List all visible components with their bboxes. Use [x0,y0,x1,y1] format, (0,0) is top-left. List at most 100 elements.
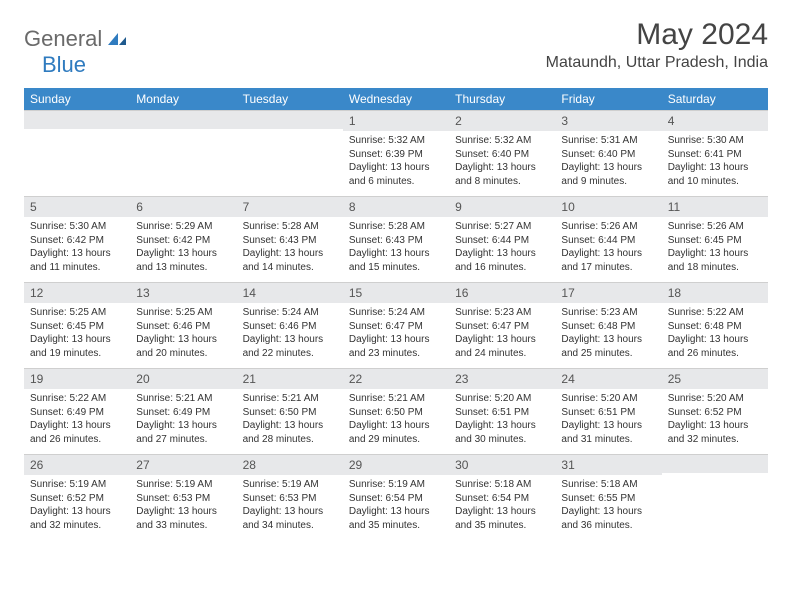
logo: General [24,18,132,52]
title-block: May 2024 Mataundh, Uttar Pradesh, India [546,18,768,72]
sunrise-line: Sunrise: 5:23 AM [455,306,549,320]
sunrise-line: Sunrise: 5:20 AM [455,392,549,406]
sunset-line: Sunset: 6:50 PM [243,406,337,420]
header-thursday: Thursday [449,88,555,111]
header-saturday: Saturday [662,88,768,111]
month-title: May 2024 [546,18,768,52]
sunrise-line: Sunrise: 5:22 AM [30,392,124,406]
day-number: 18 [662,283,768,303]
daylight-line: Daylight: 13 hours and 17 minutes. [561,247,655,274]
calendar-cell: 21Sunrise: 5:21 AMSunset: 6:50 PMDayligh… [237,369,343,455]
day-number: 1 [343,111,449,131]
daylight-line: Daylight: 13 hours and 34 minutes. [243,505,337,532]
daylight-line: Daylight: 13 hours and 20 minutes. [136,333,230,360]
sunset-line: Sunset: 6:39 PM [349,148,443,162]
header-friday: Friday [555,88,661,111]
day-number: 21 [237,369,343,389]
day-number: 20 [130,369,236,389]
calendar-cell: 7Sunrise: 5:28 AMSunset: 6:43 PMDaylight… [237,197,343,283]
calendar-cell: 31Sunrise: 5:18 AMSunset: 6:55 PMDayligh… [555,455,661,541]
calendar-cell: 19Sunrise: 5:22 AMSunset: 6:49 PMDayligh… [24,369,130,455]
sunset-line: Sunset: 6:47 PM [455,320,549,334]
sunset-line: Sunset: 6:53 PM [243,492,337,506]
daylight-line: Daylight: 13 hours and 23 minutes. [349,333,443,360]
day-number: 29 [343,455,449,475]
calendar-cell [24,111,130,197]
calendar-cell: 26Sunrise: 5:19 AMSunset: 6:52 PMDayligh… [24,455,130,541]
day-number: 6 [130,197,236,217]
sunrise-line: Sunrise: 5:30 AM [30,220,124,234]
sunset-line: Sunset: 6:42 PM [136,234,230,248]
calendar-cell: 15Sunrise: 5:24 AMSunset: 6:47 PMDayligh… [343,283,449,369]
daylight-line: Daylight: 13 hours and 28 minutes. [243,419,337,446]
day-number: 9 [449,197,555,217]
header-sunday: Sunday [24,88,130,111]
sunrise-line: Sunrise: 5:31 AM [561,134,655,148]
daylight-line: Daylight: 13 hours and 10 minutes. [668,161,762,188]
daylight-line: Daylight: 13 hours and 24 minutes. [455,333,549,360]
day-number: 23 [449,369,555,389]
sunrise-line: Sunrise: 5:28 AM [243,220,337,234]
daylight-line: Daylight: 13 hours and 25 minutes. [561,333,655,360]
sunset-line: Sunset: 6:54 PM [349,492,443,506]
daylight-line: Daylight: 13 hours and 26 minutes. [30,419,124,446]
daylight-line: Daylight: 13 hours and 32 minutes. [668,419,762,446]
daylight-line: Daylight: 13 hours and 16 minutes. [455,247,549,274]
daylight-line: Daylight: 13 hours and 27 minutes. [136,419,230,446]
calendar-cell: 24 Sunrise: 5:20 AMSunset: 6:51 PMDayligh… [555,369,661,455]
sunrise-line: Sunrise: 5:26 AM [668,220,762,234]
daylight-line: Daylight: 13 hours and 35 minutes. [349,505,443,532]
sunset-line: Sunset: 6:44 PM [561,234,655,248]
calendar-cell [237,111,343,197]
calendar-week: 12Sunrise: 5:25 AMSunset: 6:45 PMDayligh… [24,283,768,369]
sunset-line: Sunset: 6:51 PM [561,406,655,420]
day-number: 30 [449,455,555,475]
calendar-cell: 13Sunrise: 5:25 AMSunset: 6:46 PMDayligh… [130,283,236,369]
header-tuesday: Tuesday [237,88,343,111]
day-number: 11 [662,197,768,217]
day-number: 24 [555,369,661,389]
daylight-line: Daylight: 13 hours and 31 minutes. [561,419,655,446]
daylight-line: Daylight: 13 hours and 11 minutes. [30,247,124,274]
sunset-line: Sunset: 6:41 PM [668,148,762,162]
daylight-line: Daylight: 13 hours and 6 minutes. [349,161,443,188]
calendar-cell: 6Sunrise: 5:29 AMSunset: 6:42 PMDaylight… [130,197,236,283]
calendar-cell: 30Sunrise: 5:18 AMSunset: 6:54 PMDayligh… [449,455,555,541]
day-number: 19 [24,369,130,389]
sunrise-line: Sunrise: 5:25 AM [136,306,230,320]
sunrise-line: Sunrise: 5:23 AM [561,306,655,320]
header-monday: Monday [130,88,236,111]
empty-day [662,455,768,473]
sunrise-line: Sunrise: 5:20 AM [561,392,655,406]
day-number: 2 [449,111,555,131]
day-number: 4 [662,111,768,131]
day-number: 31 [555,455,661,475]
day-number: 14 [237,283,343,303]
daylight-line: Daylight: 13 hours and 32 minutes. [30,505,124,532]
daylight-line: Daylight: 13 hours and 33 minutes. [136,505,230,532]
sunset-line: Sunset: 6:48 PM [561,320,655,334]
day-number: 3 [555,111,661,131]
sunset-line: Sunset: 6:43 PM [243,234,337,248]
calendar-cell [130,111,236,197]
sunset-line: Sunset: 6:54 PM [455,492,549,506]
sunset-line: Sunset: 6:55 PM [561,492,655,506]
calendar-cell: 4Sunrise: 5:30 AMSunset: 6:41 PMDaylight… [662,111,768,197]
day-number: 25 [662,369,768,389]
calendar-cell: 14Sunrise: 5:24 AMSunset: 6:46 PMDayligh… [237,283,343,369]
calendar-body: 1Sunrise: 5:32 AMSunset: 6:39 PMDaylight… [24,111,768,541]
sunset-line: Sunset: 6:52 PM [668,406,762,420]
sunset-line: Sunset: 6:48 PM [668,320,762,334]
sunset-line: Sunset: 6:44 PM [455,234,549,248]
day-number: 8 [343,197,449,217]
day-number: 26 [24,455,130,475]
sunrise-line: Sunrise: 5:19 AM [243,478,337,492]
calendar-cell: 5Sunrise: 5:30 AMSunset: 6:42 PMDaylight… [24,197,130,283]
logo-text-blue: Blue [42,52,86,78]
daylight-line: Daylight: 13 hours and 14 minutes. [243,247,337,274]
sunset-line: Sunset: 6:50 PM [349,406,443,420]
calendar-cell: 12Sunrise: 5:25 AMSunset: 6:45 PMDayligh… [24,283,130,369]
day-number: 17 [555,283,661,303]
sunrise-line: Sunrise: 5:21 AM [349,392,443,406]
calendar-cell: 18Sunrise: 5:22 AMSunset: 6:48 PMDayligh… [662,283,768,369]
